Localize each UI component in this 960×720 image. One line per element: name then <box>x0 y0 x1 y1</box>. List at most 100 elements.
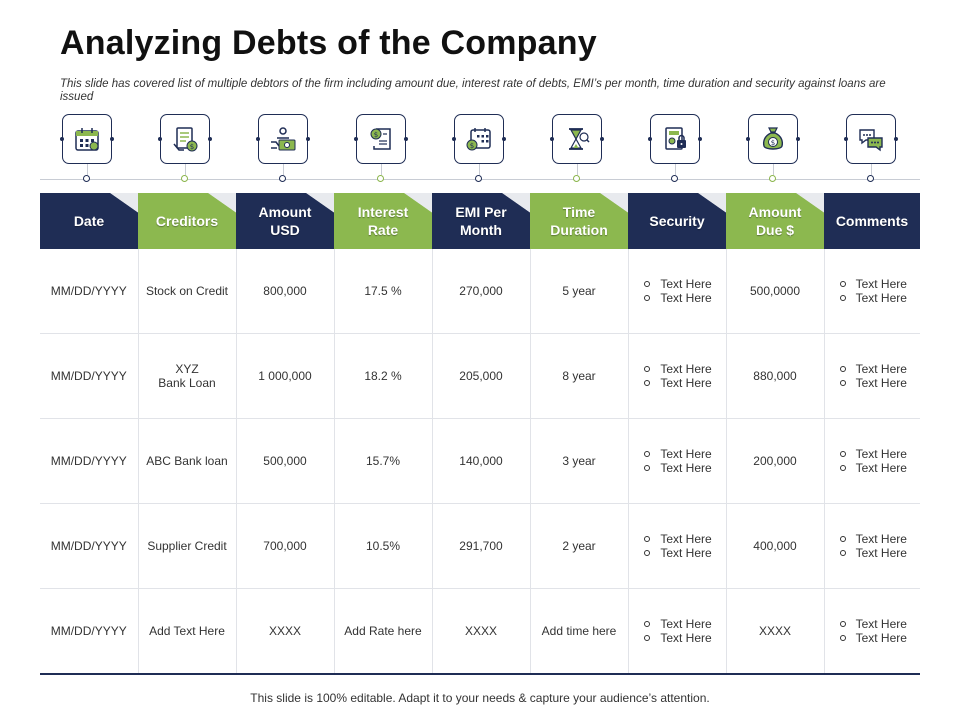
table-row: MM/DD/YYYY XYZ Bank Loan 1 000,000 18.2 %… <box>40 333 920 419</box>
cell-duration: Add time here <box>530 588 629 675</box>
list-item: Text Here <box>642 362 712 376</box>
debt-table: Date Creditors Amount USD Interest Rate EM… <box>40 193 920 675</box>
list-item: Text Here <box>642 291 712 305</box>
icon-column-7 <box>628 112 726 192</box>
cell-creditor: ABC Bank loan <box>138 418 237 504</box>
cell-comments: Text Here Text Here <box>824 249 920 334</box>
timeline-dot <box>769 175 776 182</box>
timeline-dot <box>867 175 874 182</box>
cell-amount: 700,000 <box>236 503 335 589</box>
icon-stem <box>87 164 88 175</box>
cell-date: MM/DD/YYYY <box>40 418 139 504</box>
list-item: Text Here <box>838 617 907 631</box>
safe-lock-icon <box>648 114 702 164</box>
header-amount-usd: Amount USD <box>236 193 334 249</box>
list-item: Text Here <box>838 461 907 475</box>
cell-emi: 205,000 <box>432 333 531 419</box>
icon-stem <box>773 164 774 175</box>
icon-stem <box>675 164 676 175</box>
svg-text:$: $ <box>470 142 474 150</box>
list-item: Text Here <box>838 447 907 461</box>
dollar-receipt-icon: $ <box>354 114 408 164</box>
header-time-duration: Time Duration <box>530 193 628 249</box>
list-item: Text Here <box>642 461 712 475</box>
table-header-row: Date Creditors Amount USD Interest Rate EM… <box>40 193 920 249</box>
cell-creditor: Supplier Credit <box>138 503 237 589</box>
header-emi-per-month: EMI Per Month <box>432 193 530 249</box>
list-item: Text Here <box>838 631 907 645</box>
page-subtitle: This slide has covered list of multiple … <box>60 78 886 103</box>
icon-column-2: $ <box>138 112 236 192</box>
cell-amount: 800,000 <box>236 249 335 334</box>
cell-due: 880,000 <box>726 333 825 419</box>
cell-emi: 270,000 <box>432 249 531 334</box>
cell-rate: 10.5% <box>334 503 433 589</box>
cell-due: XXXX <box>726 588 825 675</box>
header-creditors: Creditors <box>138 193 236 249</box>
cell-due: 400,000 <box>726 503 825 589</box>
list-item: Text Here <box>838 277 907 291</box>
cell-security: Text Here Text Here <box>628 588 727 675</box>
cell-duration: 5 year <box>530 249 629 334</box>
list-item: Text Here <box>642 546 712 560</box>
cell-rate: Add Rate here <box>334 588 433 675</box>
list-item: Text Here <box>642 617 712 631</box>
page-title: Analyzing Debts of the Company <box>60 24 597 62</box>
icon-column-8: $ <box>726 112 824 192</box>
money-hand-icon <box>256 114 310 164</box>
icon-column-6 <box>530 112 628 192</box>
calendar-icon <box>60 114 114 164</box>
header-comments: Comments <box>824 193 920 249</box>
cell-comments: Text Here Text Here <box>824 588 920 675</box>
icon-row: $ $ <box>40 112 920 192</box>
chat-bubbles-icon <box>844 114 898 164</box>
cell-comments: Text Here Text Here <box>824 503 920 589</box>
list-item: Text Here <box>838 532 907 546</box>
cell-duration: 3 year <box>530 418 629 504</box>
cell-date: MM/DD/YYYY <box>40 333 139 419</box>
list-item: Text Here <box>838 546 907 560</box>
cell-security: Text Here Text Here <box>628 418 727 504</box>
footer-note: This slide is 100% editable. Adapt it to… <box>250 691 710 705</box>
icon-column-1 <box>40 112 138 192</box>
icon-stem <box>381 164 382 175</box>
cell-creditor: Add Text Here <box>138 588 237 675</box>
timeline-dot <box>475 175 482 182</box>
cell-due: 200,000 <box>726 418 825 504</box>
icon-column-5: $ <box>432 112 530 192</box>
timeline-dot <box>83 175 90 182</box>
cell-rate: 17.5 % <box>334 249 433 334</box>
document-money-icon: $ <box>158 114 212 164</box>
icon-stem <box>577 164 578 175</box>
cell-due: 500,0000 <box>726 249 825 334</box>
cell-creditor: Stock on Credit <box>138 249 237 334</box>
svg-text:$: $ <box>771 139 775 147</box>
icon-stem <box>871 164 872 175</box>
cell-amount: 500,000 <box>236 418 335 504</box>
cell-emi: 140,000 <box>432 418 531 504</box>
timeline-dot <box>671 175 678 182</box>
svg-text:$: $ <box>374 131 378 139</box>
table-row: MM/DD/YYYY Stock on Credit 800,000 17.5 … <box>40 249 920 334</box>
list-item: Text Here <box>838 376 907 390</box>
list-item: Text Here <box>642 447 712 461</box>
cell-duration: 2 year <box>530 503 629 589</box>
cell-security: Text Here Text Here <box>628 503 727 589</box>
money-bag-icon: $ <box>746 114 800 164</box>
icon-stem <box>479 164 480 175</box>
table-row: MM/DD/YYYY ABC Bank loan 500,000 15.7% 1… <box>40 418 920 504</box>
header-amount-due: Amount Due $ <box>726 193 824 249</box>
cell-date: MM/DD/YYYY <box>40 249 139 334</box>
list-item: Text Here <box>642 376 712 390</box>
icon-column-9 <box>824 112 922 192</box>
timeline-dot <box>377 175 384 182</box>
table-row: MM/DD/YYYY Add Text Here XXXX Add Rate h… <box>40 588 920 675</box>
svg-text:$: $ <box>190 143 194 151</box>
payment-calendar-icon: $ <box>452 114 506 164</box>
cell-comments: Text Here Text Here <box>824 418 920 504</box>
icon-column-3 <box>236 112 334 192</box>
hourglass-icon <box>550 114 604 164</box>
header-interest-rate: Interest Rate <box>334 193 432 249</box>
cell-amount: XXXX <box>236 588 335 675</box>
icon-stem <box>283 164 284 175</box>
